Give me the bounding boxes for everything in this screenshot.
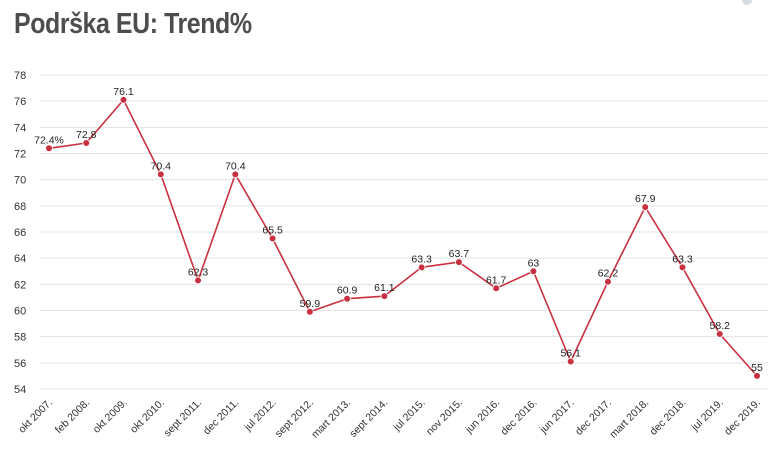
data-label: 63.7 — [449, 248, 470, 260]
y-tick-label: 56 — [14, 358, 26, 370]
x-tick-label: sept 2011. — [162, 397, 205, 440]
data-point — [455, 258, 463, 266]
data-point — [529, 267, 538, 276]
y-tick-label: 74 — [14, 122, 26, 134]
x-tick-label: feb 2008. — [53, 397, 92, 436]
series-line — [48, 99, 758, 377]
y-tick-label: 76 — [14, 96, 26, 108]
x-tick-label: jul 2012. — [241, 397, 278, 434]
data-point — [268, 234, 277, 243]
data-point — [566, 357, 575, 366]
x-tick-label: sept 2014. — [347, 397, 390, 440]
x-tick-label: dec 2018. — [647, 397, 688, 438]
x-tick-label: jul 2015. — [390, 397, 427, 434]
x-tick-label: nov 2015. — [424, 397, 465, 438]
y-tick-label: 54 — [14, 384, 26, 396]
x-tick-label: okt 2010. — [128, 397, 167, 436]
data-label: 63 — [528, 257, 540, 269]
data-label: 61.7 — [486, 274, 507, 286]
data-point — [194, 276, 202, 285]
x-tick-label: jul 2019. — [689, 397, 726, 434]
y-tick-label: 66 — [14, 227, 26, 239]
data-point — [678, 263, 687, 272]
data-point — [753, 372, 761, 380]
data-point — [343, 294, 351, 303]
x-tick-label: okt 2007. — [16, 397, 55, 436]
data-label: 72.4% — [34, 134, 64, 146]
y-tick-label: 72 — [14, 149, 26, 161]
y-tick-label: 60 — [14, 306, 26, 318]
data-point — [641, 203, 650, 211]
data-label: 76.1 — [113, 86, 134, 98]
data-point — [306, 308, 314, 316]
y-tick-label: 78 — [14, 70, 26, 82]
chart-title: Podrška EU: Trend% — [14, 8, 252, 40]
data-label: 62.2 — [598, 268, 619, 280]
y-tick-label: 64 — [14, 253, 26, 265]
data-label: 63.3 — [411, 253, 432, 265]
data-point — [231, 170, 240, 179]
data-point — [45, 144, 53, 153]
x-tick-label: dec 2016. — [498, 397, 539, 438]
y-tick-label: 62 — [14, 279, 26, 291]
y-axis: 54 56 58 60 62 64 66 68 70 72 74 76 78 — [14, 70, 26, 396]
data-label: 62.3 — [188, 266, 209, 278]
y-tick-label: 58 — [14, 332, 26, 344]
x-tick-label: okt 2009. — [91, 397, 130, 436]
data-label: 67.9 — [635, 193, 656, 205]
grid-layer — [40, 74, 768, 390]
data-point — [156, 170, 165, 179]
x-tick-label: jun 2017. — [537, 397, 577, 437]
series-line-layer — [48, 99, 758, 377]
data-point — [417, 263, 426, 272]
data-point — [82, 139, 91, 147]
y-tick-label: 68 — [14, 201, 26, 213]
data-label: 58.2 — [710, 320, 731, 332]
data-point — [715, 330, 724, 338]
data-point — [119, 96, 128, 104]
data-label: 70.4 — [151, 160, 172, 172]
data-label: 59.9 — [300, 298, 321, 310]
y-tick-label: 70 — [14, 175, 26, 187]
data-label: 72.8 — [76, 129, 97, 141]
data-point — [604, 277, 612, 286]
x-tick-label: dec 2011. — [201, 397, 242, 438]
data-label: 60.9 — [337, 285, 358, 297]
data-label: 61.1 — [374, 282, 395, 294]
data-label: 55 — [751, 362, 763, 374]
x-tick-label: jun 2016. — [463, 397, 503, 437]
data-label: 56.1 — [560, 348, 581, 360]
corner-indicator — [742, 0, 752, 5]
x-tick-label: mart 2013. — [309, 397, 353, 441]
x-axis: okt 2007.feb 2008.okt 2009.okt 2010.sept… — [16, 397, 763, 441]
data-labels-layer: 72.4% 72.8 76.1 70.4 62.3 70.4 65.5 59.9 60.9 61.… — [34, 86, 763, 374]
x-tick-label: dec 2019. — [722, 397, 763, 438]
data-point — [380, 292, 389, 300]
data-label: 63.3 — [672, 253, 693, 265]
data-label: 65.5 — [262, 225, 283, 237]
data-label: 70.4 — [225, 160, 246, 172]
data-point — [492, 284, 500, 293]
x-tick-label: mart 2018. — [607, 397, 651, 441]
data-points-layer — [45, 96, 761, 380]
